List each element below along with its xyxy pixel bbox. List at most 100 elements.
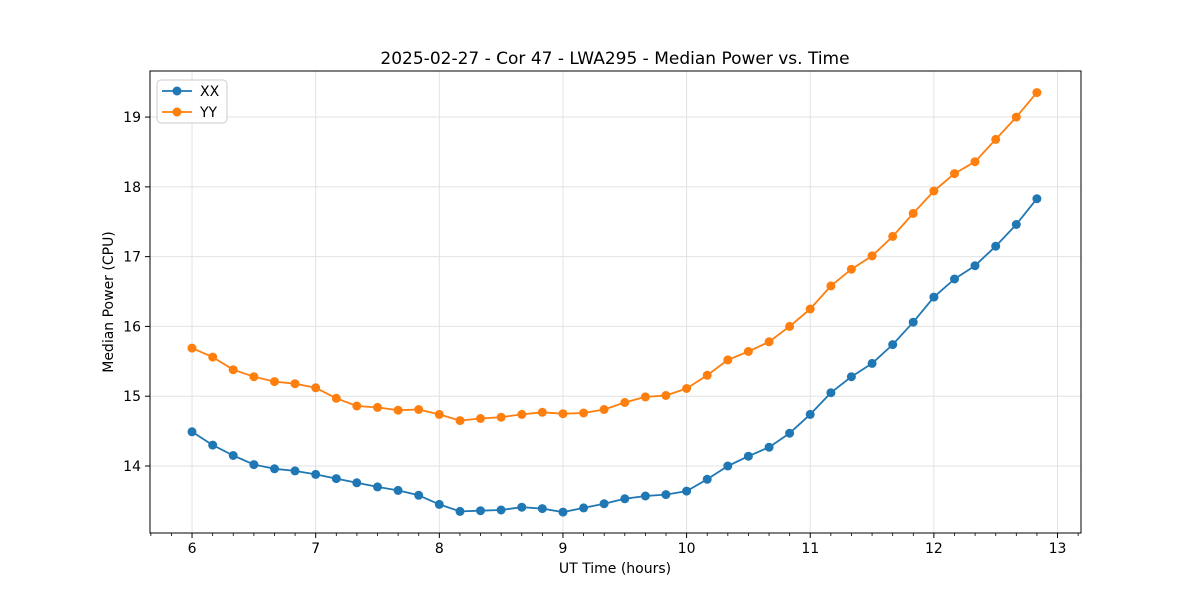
series-XX-marker [743,451,753,461]
series-YY-marker [228,365,238,375]
series-YY-marker [970,157,980,167]
series-YY-marker [537,407,547,417]
series-YY-marker [888,231,898,241]
series-XX-marker [476,506,485,516]
legend-marker-yy [172,107,182,117]
chart-title: 2025-02-27 - Cor 47 - LWA295 - Median Po… [380,49,849,69]
x-tick-label-9: 9 [558,541,567,557]
series-XX-marker [908,317,918,327]
x-tick-label-11: 11 [801,541,819,557]
tick-layer [145,116,1079,538]
series-XX-marker [270,464,279,474]
series-YY-marker [950,169,959,179]
series-YY-marker [929,186,939,196]
series-YY-marker [867,251,877,261]
series-XX-marker [599,499,609,509]
series-YY-marker [682,384,692,393]
x-tick-label-6: 6 [188,541,197,557]
y-tick-label-18: 18 [123,180,141,196]
series-YY-marker [661,391,671,400]
series-YY-marker [352,401,362,411]
series-YY-marker [249,372,259,382]
series-YY-marker [599,405,609,414]
tick-label-layer: 6 7 8 9 10 11 12 13 14 15 16 17 18 19 [123,110,1066,557]
series-XX-marker [228,451,238,460]
series-XX-marker [846,372,856,382]
series-YY-marker [455,416,465,426]
series-XX-marker [537,504,547,514]
series-XX-marker [867,358,877,368]
x-tick-label-12: 12 [925,541,943,557]
series-XX-marker [558,507,568,517]
series-YY-marker [290,379,300,389]
series-YY-marker [846,264,856,274]
series-YY-marker [1011,112,1021,122]
series-XX-marker [208,440,218,450]
series-YY-marker [1032,88,1042,98]
series-YY-marker [393,405,403,415]
series-XX-marker [249,460,259,470]
legend-label-yy: YY [199,105,218,121]
x-tick-label-10: 10 [678,541,696,557]
series-YY-marker [640,392,650,402]
y-tick-label-17: 17 [123,250,141,266]
y-axis-label: Median Power (CPU) [101,231,117,373]
series-XX-marker [991,241,1001,251]
series-XX-marker [785,428,795,438]
series-YY-marker [785,321,795,331]
series-YY-marker [579,408,589,418]
legend: XX YY [156,79,228,124]
series-XX-marker [393,485,403,495]
series-YY-marker [270,377,279,387]
series-XX-marker [579,503,589,513]
series-XX-marker [290,466,300,476]
x-tick-label-8: 8 [435,541,444,557]
series-XX-marker [805,409,815,419]
series-XX-marker [414,490,424,500]
series-XX-marker [517,502,527,512]
series-XX-marker [702,474,712,484]
y-tick-label-15: 15 [123,389,141,405]
series-XX-line [191,198,1038,513]
series-YY-marker [991,134,1001,144]
series-YY-marker [620,398,630,407]
series-layer [187,88,1042,517]
series-YY-marker [434,409,444,419]
series-XX-marker [496,505,506,515]
series-XX-marker [1032,194,1042,204]
series-XX-marker [723,461,733,471]
series-YY-marker [208,352,218,362]
series-YY-marker [805,304,815,314]
series-YY-marker [414,405,424,414]
series-XX-marker [434,499,444,509]
series-XX-marker [826,388,836,398]
series-YY-marker [764,337,774,347]
series-YY-marker [517,409,527,419]
series-XX-marker [352,478,362,488]
series-YY-marker [331,393,341,403]
series-YY-marker [496,412,506,422]
series-YY-marker [311,383,321,393]
series-YY-marker [723,355,733,365]
legend-marker-xx [172,86,182,96]
x-tick-label-13: 13 [1049,541,1067,557]
series-XX-marker [455,506,465,516]
x-axis-label: UT Time (hours) [559,561,671,577]
series-YY-marker [187,343,197,353]
series-XX-marker [661,490,671,500]
series-YY-marker [558,409,568,419]
series-XX-marker [929,292,939,302]
series-XX-marker [1011,220,1021,229]
series-YY-marker [476,414,485,423]
series-XX-marker [888,340,898,350]
series-XX-marker [311,469,321,479]
series-XX-marker [620,494,630,504]
series-YY-marker [702,370,712,380]
series-XX-marker [970,261,980,271]
series-YY-marker [743,347,753,356]
series-XX-marker [640,491,650,501]
plot-area-border [149,70,1082,534]
series-YY-marker [826,281,836,291]
